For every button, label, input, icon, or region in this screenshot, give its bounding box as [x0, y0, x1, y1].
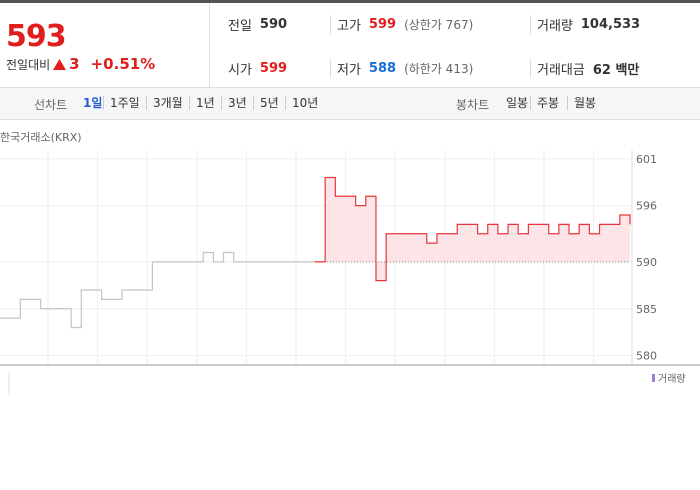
area — [315, 177, 630, 281]
y-tick-label: 601 — [636, 153, 657, 166]
summary-label: 거래대금 — [537, 63, 585, 78]
summary-label: 저가 — [337, 63, 361, 78]
summary-label: 고가 — [337, 19, 361, 34]
period-tab[interactable]: 3년 — [221, 96, 247, 110]
change: 3 — [69, 55, 80, 73]
summary-note: (하한가 413) — [404, 62, 474, 76]
y-tick-label: 596 — [636, 200, 657, 213]
change-rate: +0.51% — [90, 55, 156, 73]
price-line — [0, 251, 315, 329]
change-row: 전일대비 3 +0.51% — [6, 55, 155, 73]
volume-legend: 거래량 — [658, 373, 686, 385]
tab-group-label: 봉차트 — [456, 98, 490, 112]
period-tab[interactable]: 1년 — [189, 96, 215, 110]
summary-value: 599 — [368, 17, 397, 32]
summary-cell: 시가 599 — [228, 59, 287, 78]
period-tab[interactable]: 1주일 — [103, 96, 140, 110]
candle-tab[interactable]: 주봉 — [530, 96, 559, 110]
y-tick-label: 580 — [636, 350, 657, 363]
legend-swatch — [652, 374, 655, 382]
tab-group-label: 선차트 — [34, 98, 68, 112]
quote-box: 593 전일대비 3 +0.51% — [0, 3, 210, 88]
summary-value: 588 — [368, 61, 397, 76]
header: 593 전일대비 3 +0.51% 전일 590 고가 599 (상한가 767) 거래량… — [0, 0, 700, 88]
source-label: 한국거래소(KRX) — [0, 131, 82, 144]
y-tick-label: 585 — [636, 303, 657, 316]
candle-tab[interactable]: 월봉 — [567, 96, 596, 110]
period-tab[interactable]: 10년 — [285, 96, 318, 110]
y-tick-label: 590 — [636, 256, 657, 269]
summary-cell: 거래대금 62 백만 — [530, 59, 639, 78]
period-tabs: 선차트 1일 1주일 3개월 1년 3년 5년 10년 봉차트 일봉 주봉 월봉 — [0, 88, 700, 120]
up-icon — [53, 58, 67, 70]
candle-tab[interactable]: 일봉 — [506, 96, 529, 110]
change-label: 전일대비 — [6, 57, 51, 72]
period-tab[interactable]: 1일 — [83, 96, 103, 110]
summary-cell: 전일 590 — [228, 15, 287, 34]
period-tab[interactable]: 3개월 — [146, 96, 183, 110]
summary-cell: 거래량 104,533 — [530, 15, 640, 34]
summary-note: (상한가 767) — [404, 18, 474, 32]
summary-value: 62 백만 — [592, 63, 640, 78]
summary-value: 599 — [259, 61, 288, 76]
summary-cell: 고가 599 (상한가 767) — [330, 15, 473, 34]
summary-value: 104,533 — [580, 17, 641, 32]
summary-value: 590 — [259, 17, 288, 32]
summary-label: 시가 — [228, 63, 252, 78]
summary-label: 전일 — [228, 19, 252, 34]
period-tab[interactable]: 5년 — [253, 96, 279, 110]
price-line — [315, 176, 631, 282]
summary-cell: 저가 588 (하한가 413) — [330, 59, 473, 78]
price: 593 — [6, 19, 67, 54]
summary-label: 거래량 — [537, 19, 573, 34]
